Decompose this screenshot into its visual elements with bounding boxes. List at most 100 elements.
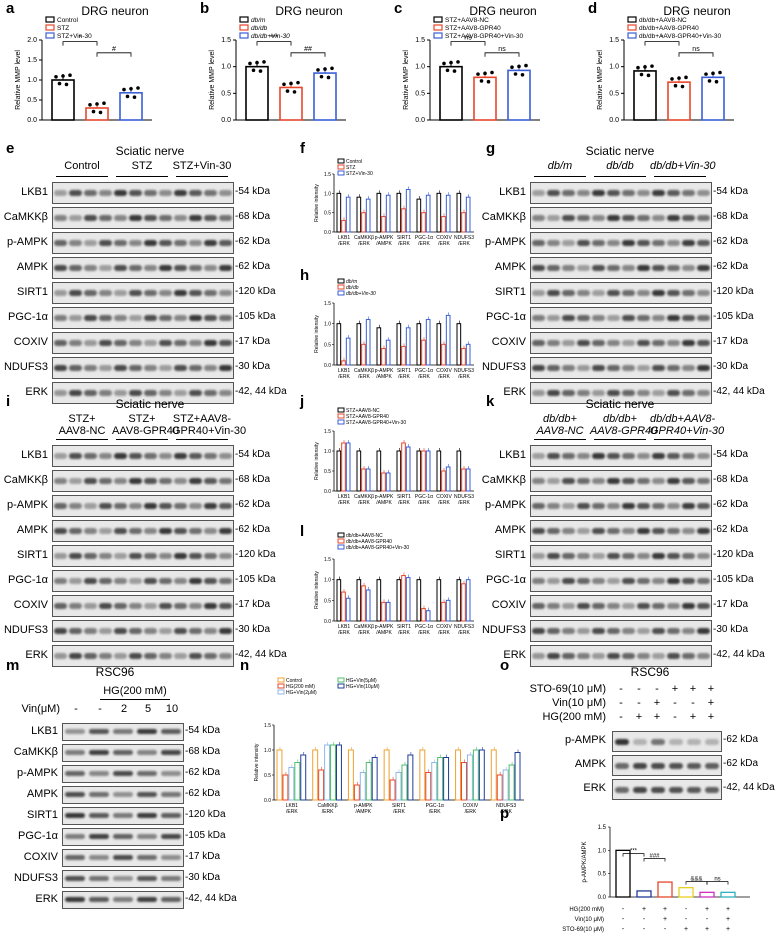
panel-label: f [300, 140, 305, 157]
blot-band [532, 190, 545, 196]
blot-band [89, 771, 109, 776]
blot-band [622, 628, 635, 634]
bar [678, 887, 694, 898]
bar [396, 579, 402, 622]
blot-band [84, 390, 97, 396]
blot-band [89, 792, 109, 797]
group-label: db/db+Vin-30 [650, 160, 716, 172]
protein-label: NDUFS3 [3, 360, 48, 373]
blot-band [577, 653, 590, 659]
blot-band [669, 786, 683, 793]
blot-band [607, 503, 620, 509]
condition-mark: - [619, 711, 623, 723]
bar [465, 468, 471, 492]
blot-band [69, 215, 82, 221]
blot-band [129, 240, 142, 246]
y-tick-label: 1.0 [27, 77, 37, 84]
blot-band [137, 813, 157, 818]
blot-band [69, 578, 82, 584]
blot-band [577, 265, 590, 271]
x-tick-label: /ERK [458, 500, 470, 506]
bar [376, 327, 382, 366]
blot-band [99, 653, 112, 659]
blot-band [204, 390, 217, 396]
blot-band [219, 603, 232, 609]
blot-strip [52, 357, 234, 379]
blot-strip [530, 595, 712, 617]
group-underline [594, 176, 646, 177]
kda-label: -30 kDa [713, 623, 749, 635]
bar [389, 779, 396, 801]
blot-band [667, 528, 680, 534]
blot-band [577, 453, 590, 459]
data-point [483, 71, 487, 76]
protein-label: AMPK [16, 523, 48, 536]
blot-band [54, 240, 67, 246]
kda-label: -120 kDa [185, 808, 226, 820]
blot-band [532, 290, 545, 296]
sig-label: ns [464, 35, 472, 42]
panel-p: p 0.0 0.5 1.0 1.5 p-AMPK/AMPK *** ### &&& ns HG(2… [500, 805, 776, 939]
bar [385, 601, 391, 622]
blot-strip [530, 470, 712, 492]
data-point [445, 68, 450, 73]
blot-band [84, 478, 97, 484]
legend-entry: STZ+AAV8-GPR40 [445, 25, 501, 32]
blot-band [189, 603, 202, 609]
protein-label: p-AMPK [7, 498, 48, 511]
blot-band [219, 528, 232, 534]
x-tick-label: LKB1 [338, 368, 350, 374]
blot-band [532, 215, 545, 221]
panel-label: k [486, 393, 495, 410]
blot-band [577, 365, 590, 371]
blot-band [84, 340, 97, 346]
blot-band [129, 190, 142, 196]
blot-band [697, 190, 710, 196]
bar [279, 86, 303, 121]
blot-band [69, 315, 82, 321]
blot-band [114, 453, 127, 459]
protein-label: p-AMPK [17, 766, 58, 779]
blot-band [65, 855, 85, 860]
blot-band [69, 553, 82, 559]
blot-band [562, 578, 575, 584]
x-tick-label: p-AMPK [354, 803, 373, 809]
protein-label: p-AMPK [565, 734, 606, 746]
legend-swatch [239, 32, 249, 39]
blot-band [219, 215, 232, 221]
blot-band [682, 603, 695, 609]
bar [288, 767, 295, 801]
blot-strip [530, 495, 712, 517]
blot-band [84, 603, 97, 609]
y-axis-label: Relative MMP level [209, 50, 216, 110]
blot-band [652, 453, 665, 459]
data-point [68, 73, 72, 77]
blot-band [189, 240, 202, 246]
protein-label: PGC-1α [8, 573, 48, 586]
lane-label: 5 [144, 703, 152, 715]
bar [441, 216, 446, 233]
legend-swatch [337, 544, 345, 550]
blot-strip [52, 232, 234, 254]
bar [416, 323, 422, 366]
bar [312, 749, 319, 801]
legend-swatch [337, 419, 345, 425]
blot-band [129, 628, 142, 634]
condition-mark: + [642, 906, 646, 913]
blot-band [113, 750, 133, 755]
blot-band [697, 390, 710, 396]
blot-band [577, 578, 590, 584]
blot-band [697, 290, 710, 296]
blot-band [562, 340, 575, 346]
protein-label: SIRT1 [495, 548, 526, 561]
y-tick-label: 1.5 [264, 723, 271, 729]
blot-band [69, 390, 82, 396]
kda-label: -62 kDa [713, 498, 749, 510]
blot-band [204, 578, 217, 584]
protein-label: CaMKKβ [481, 210, 526, 223]
bar [371, 757, 378, 801]
blot-band [114, 628, 127, 634]
blot-band [667, 603, 680, 609]
condition-mark: - [685, 916, 688, 923]
data-point [456, 60, 460, 64]
